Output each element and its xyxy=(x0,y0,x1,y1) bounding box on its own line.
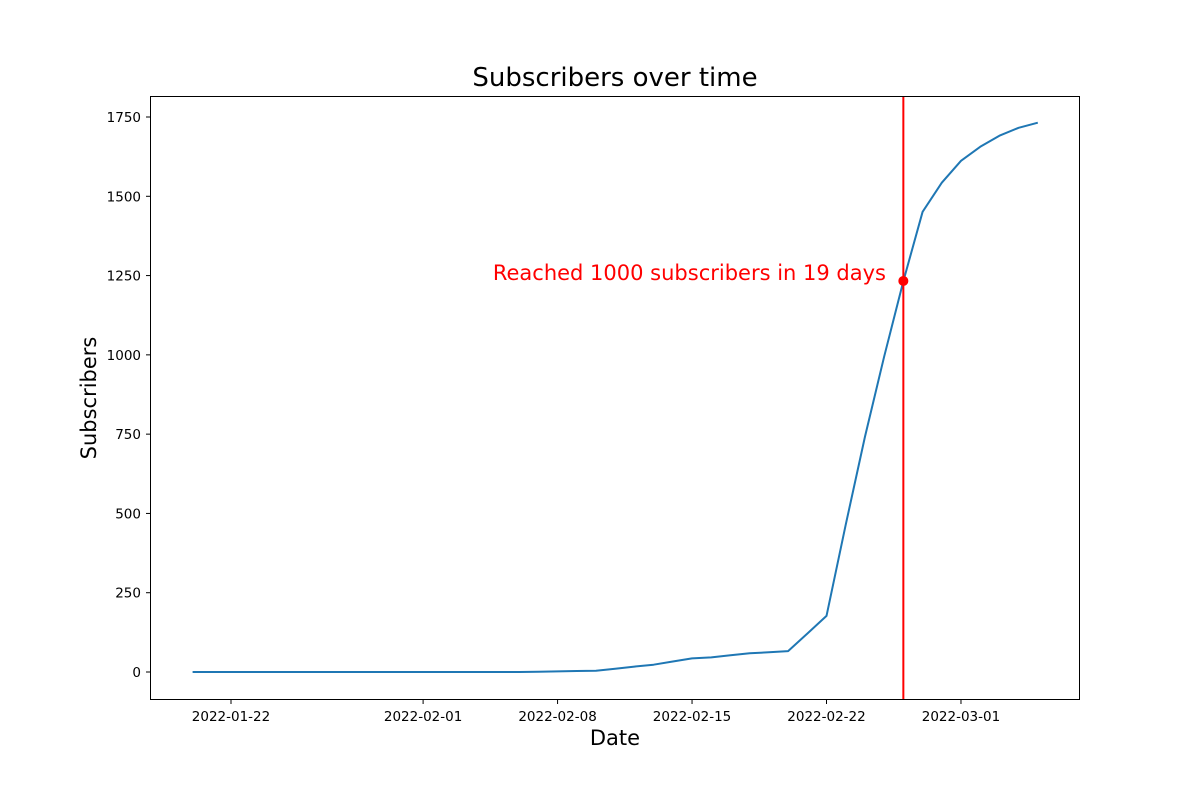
milestone-annotation: Reached 1000 subscribers in 19 days xyxy=(492,261,886,285)
x-axis: 2022-01-22 2022-02-01 2022-02-08 2022-02-15… xyxy=(192,699,1000,725)
milestone-marker xyxy=(898,275,909,286)
subscribers-line xyxy=(192,121,1039,673)
x-tick-label: 2022-02-01 xyxy=(384,709,462,725)
y-tick-label: 250 xyxy=(115,586,141,602)
chart-title: Subscribers over time xyxy=(472,63,758,93)
x-tick-label: 2022-02-15 xyxy=(653,709,731,725)
x-axis-label: Date xyxy=(589,726,641,750)
x-tick-label: 2022-03-01 xyxy=(922,709,1000,725)
y-axis: 0 250 500 750 1000 1250 1500 1750 xyxy=(107,110,151,681)
y-tick-label: 1750 xyxy=(107,110,141,126)
plot-frame xyxy=(150,96,1080,700)
y-tick-label: 1500 xyxy=(107,189,141,205)
x-tick-label: 2022-02-22 xyxy=(787,709,865,725)
y-tick-label: 1250 xyxy=(107,269,141,285)
y-tick-label: 1000 xyxy=(107,348,141,364)
x-tick-label: 2022-01-22 xyxy=(192,709,270,725)
y-tick-label: 500 xyxy=(115,506,141,522)
y-axis-label: Subscribers xyxy=(77,336,101,460)
y-tick-label: 0 xyxy=(132,665,141,681)
x-tick-label: 2022-02-08 xyxy=(518,709,596,725)
y-tick-label: 750 xyxy=(115,427,141,443)
